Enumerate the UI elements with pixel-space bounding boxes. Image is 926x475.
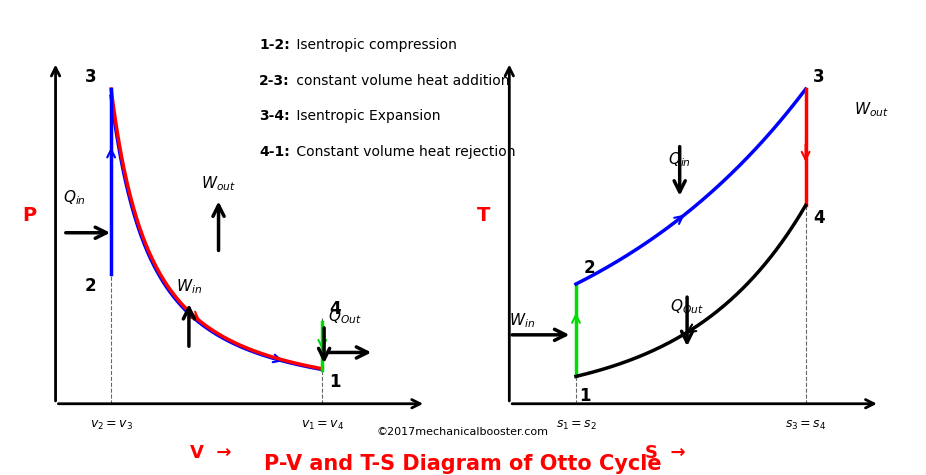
Text: V  →: V →: [191, 445, 232, 463]
Text: 2-3:: 2-3:: [259, 74, 290, 87]
Text: $v_2 = v_3$: $v_2 = v_3$: [90, 418, 132, 432]
Text: constant volume heat addition: constant volume heat addition: [292, 74, 509, 87]
Text: 1-2:: 1-2:: [259, 38, 290, 52]
Text: S  →: S →: [644, 445, 685, 463]
Text: 3-4:: 3-4:: [259, 109, 290, 123]
Text: $Q_{in}$: $Q_{in}$: [669, 151, 691, 169]
Text: ©2017mechanicalbooster.com: ©2017mechanicalbooster.com: [377, 427, 549, 437]
Text: $s_1 = s_2$: $s_1 = s_2$: [556, 418, 596, 432]
Text: Constant volume heat rejection: Constant volume heat rejection: [292, 145, 515, 159]
Text: $W_{in}$: $W_{in}$: [176, 277, 202, 295]
Text: 1: 1: [580, 387, 591, 405]
Text: 2: 2: [583, 259, 595, 277]
Text: $Q_{in}$: $Q_{in}$: [63, 188, 85, 207]
Text: 4-1:: 4-1:: [259, 145, 290, 159]
Text: $W_{in}$: $W_{in}$: [509, 312, 535, 330]
Text: Isentropic compression: Isentropic compression: [292, 38, 457, 52]
Text: $W_{out}$: $W_{out}$: [854, 101, 889, 119]
Text: P-V and T-S Diagram of Otto Cycle: P-V and T-S Diagram of Otto Cycle: [264, 454, 662, 474]
Text: P: P: [22, 206, 37, 225]
Text: $Q_{Out}$: $Q_{Out}$: [670, 297, 704, 316]
Text: $v_1 = v_4$: $v_1 = v_4$: [301, 418, 344, 432]
Text: 3: 3: [84, 68, 96, 86]
Text: 4: 4: [813, 209, 825, 227]
Text: Isentropic Expansion: Isentropic Expansion: [292, 109, 440, 123]
Text: 2: 2: [84, 277, 96, 295]
Text: $W_{out}$: $W_{out}$: [201, 174, 236, 193]
Text: $Q_{Out}$: $Q_{Out}$: [328, 308, 361, 326]
Text: 3: 3: [813, 68, 825, 86]
Text: 1: 1: [330, 373, 341, 391]
Text: T: T: [477, 206, 490, 225]
Text: 4: 4: [330, 300, 342, 318]
Text: $s_3 = s_4$: $s_3 = s_4$: [785, 418, 826, 432]
